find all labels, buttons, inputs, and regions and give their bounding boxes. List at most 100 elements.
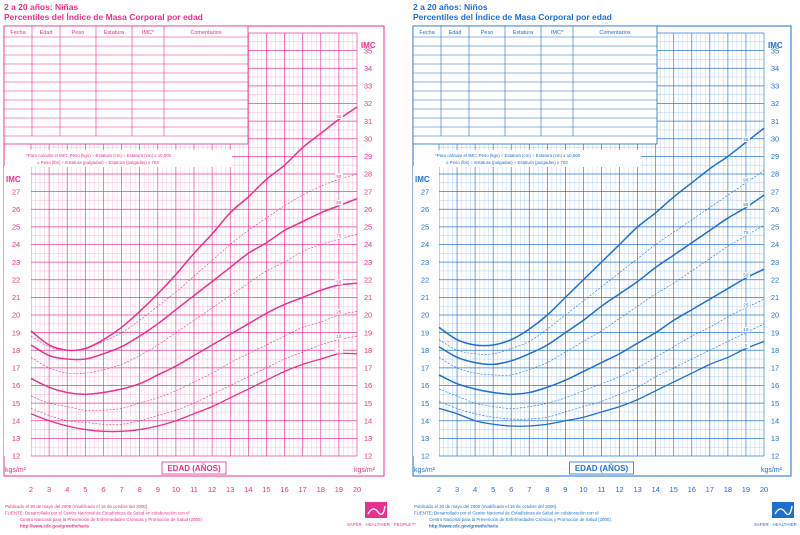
y-tick-left: 17 [421, 364, 429, 373]
chart-title: Percentiles del Índice de Masa Corporal … [413, 12, 612, 22]
y-tick-right: 29 [771, 152, 779, 161]
footer-line: Centro Nacional para la Prevención de En… [20, 517, 203, 522]
left-axis-strip [413, 166, 439, 456]
y-tick-right: 35 [771, 46, 779, 55]
percentile-label-85: 85 [743, 202, 749, 207]
unit-left: kgs/m² [414, 467, 436, 474]
cdc-logo: SAFER · HEALTHIER · PEOPLE™ [754, 502, 800, 527]
percentile-line-25 [438, 298, 765, 409]
y-tick-left: 24 [421, 240, 429, 249]
y-tick-right: 28 [364, 170, 372, 179]
x-tick: 20 [353, 485, 361, 494]
y-tick-right: 22 [771, 275, 779, 284]
x-tick: 12 [615, 485, 623, 494]
y-tick-left: 13 [421, 434, 429, 443]
percentile-line-10 [438, 323, 765, 420]
left-axis-strip [4, 166, 31, 456]
table-header-1: Edad [449, 30, 462, 36]
y-tick-left: 15 [421, 399, 429, 408]
percentile-label-85: 85 [336, 200, 342, 205]
y-tick-left: 27 [421, 187, 429, 196]
logo-tagline: SAFER · HEALTHIER · PEOPLE™ [754, 522, 800, 527]
x-tick: 9 [156, 485, 160, 494]
percentile-label-bg-85 [334, 200, 343, 206]
y-tick-left: 24 [12, 240, 20, 249]
percentile-label-95: 95 [336, 114, 342, 119]
cdc-logo: SAFER · HEALTHIER · PEOPLE™ [347, 502, 416, 527]
formula-backdrop [22, 150, 232, 167]
y-tick-right: 26 [771, 205, 779, 214]
percentile-label-bg-75 [741, 229, 750, 236]
record-table-bg [412, 25, 658, 145]
x-tick: 6 [101, 485, 105, 494]
percentile-line-85 [438, 194, 765, 366]
y-tick-right: 14 [771, 416, 779, 425]
y-tick-left: 18 [12, 346, 20, 355]
y-tick-right: 16 [771, 381, 779, 390]
y-tick-right: 15 [364, 399, 372, 408]
x-tick: 18 [724, 485, 732, 494]
x-tick: 11 [190, 485, 198, 494]
bmi-formula-line1: *Para calcular el IMC: Peso (kgs) ÷ Esta… [435, 153, 581, 158]
x-axis-label: EDAD (AÑOS) [167, 464, 221, 473]
percentile-line-5 [438, 340, 765, 427]
percentile-label-bg-25 [334, 309, 343, 315]
y-tick-left: 20 [12, 311, 20, 320]
percentile-label-50: 50 [336, 280, 342, 285]
y-tick-right: 29 [364, 152, 372, 161]
x-tick: 12 [208, 485, 216, 494]
y-tick-right: 19 [364, 328, 372, 337]
x-tick: 5 [83, 485, 87, 494]
percentile-label-bg-50 [334, 279, 343, 285]
x-tick: 18 [317, 485, 325, 494]
y-tick-right: 24 [364, 240, 372, 249]
x-tick: 10 [579, 485, 587, 494]
y-tick-right: 32 [364, 99, 372, 108]
table-header-2: Peso [72, 30, 85, 36]
y-tick-right: 23 [364, 258, 372, 267]
table-header-3: Estatura [104, 30, 125, 36]
table-header-3: Estatura [513, 30, 534, 36]
table-header-5: Comentarios [599, 30, 630, 36]
y-tick-left: 26 [421, 205, 429, 214]
y-axis-label-right: IMC [768, 41, 783, 50]
percentile-label-bg-85 [741, 201, 750, 208]
record-table: Fecha Edad Peso Estatura IMC* Comentarios [3, 25, 249, 145]
table-header-0: Fecha [419, 30, 435, 36]
y-tick-left: 14 [12, 416, 20, 425]
y-tick-left: 23 [12, 258, 20, 267]
y-axis-label-right: IMC [361, 41, 376, 50]
x-tick: 9 [563, 485, 567, 494]
x-axis-label-box [161, 461, 227, 475]
chart-subtitle: 2 a 20 años: Niñas [4, 2, 78, 12]
y-tick-left: 12 [12, 452, 20, 461]
x-tick: 6 [509, 485, 513, 494]
percentile-curves [30, 106, 358, 433]
cdc-logo-swoosh [774, 505, 793, 516]
percentile-line-85 [30, 197, 358, 361]
y-tick-right: 27 [364, 187, 372, 196]
y-tick-right: 31 [771, 117, 779, 126]
percentile-label-10: 10 [336, 334, 342, 339]
y-tick-right: 20 [364, 311, 372, 320]
y-tick-right: 22 [364, 275, 372, 284]
chart-subtitle: 2 a 20 años: Niños [413, 2, 488, 12]
logo-tagline: SAFER · HEALTHIER · PEOPLE™ [347, 522, 416, 527]
y-tick-left: 25 [421, 223, 429, 232]
percentile-label-25: 25 [743, 302, 749, 307]
x-tick: 17 [706, 485, 714, 494]
y-tick-left: 14 [421, 416, 429, 425]
footer-line: Publicado el 30 de mayo del 2000 (modifi… [414, 504, 558, 509]
bmi-formula-line2: o Peso (lbs) ÷ Estatura (pulgadas) ÷ Est… [37, 160, 159, 165]
percentile-line-75 [30, 233, 358, 375]
percentile-label-bg-95 [741, 136, 750, 142]
bmi-formula-line1: *Para calcular el IMC: Peso (kgs) ÷ Esta… [26, 153, 172, 158]
x-tick: 19 [335, 485, 343, 494]
x-tick: 3 [455, 485, 459, 494]
percentile-line-95 [30, 106, 358, 352]
x-tick: 2 [29, 485, 33, 494]
y-tick-right: 25 [364, 223, 372, 232]
percentile-line-25 [30, 311, 358, 411]
